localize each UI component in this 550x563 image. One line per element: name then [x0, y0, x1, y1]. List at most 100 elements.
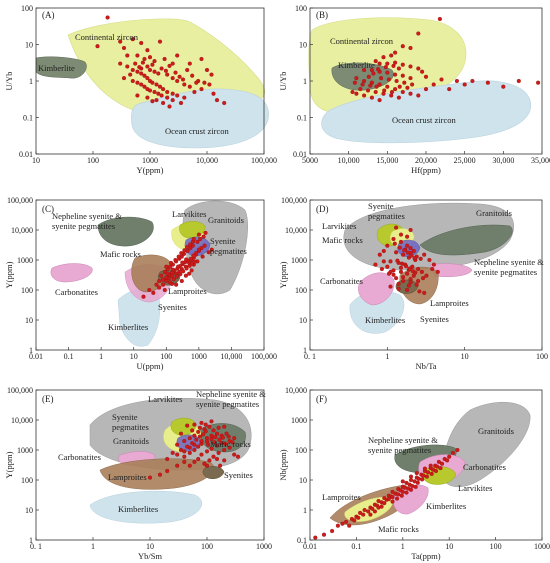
data-point	[188, 242, 193, 247]
y-tick-label: 100	[21, 4, 33, 13]
label-larvikites: Larvikites	[458, 483, 492, 493]
data-point	[402, 80, 407, 85]
data-point	[175, 463, 180, 468]
data-point	[170, 91, 175, 96]
data-point	[393, 60, 398, 65]
data-point	[157, 278, 162, 284]
data-point	[199, 56, 204, 62]
data-point	[410, 483, 415, 489]
data-point	[400, 44, 405, 49]
label-nepheline-syenite-line1: Nepheline syenite &	[368, 435, 438, 445]
data-point	[173, 257, 178, 263]
data-point	[361, 512, 366, 517]
data-point	[462, 82, 467, 87]
data-point	[411, 248, 416, 254]
data-point	[159, 273, 164, 278]
label-carbonatites: Carbonatites	[55, 287, 98, 297]
data-point	[162, 287, 167, 293]
data-point	[196, 429, 201, 434]
data-point	[222, 424, 227, 429]
data-point	[408, 474, 414, 479]
data-point	[404, 480, 409, 485]
data-point	[161, 282, 166, 287]
data-point	[147, 475, 153, 480]
y-tick-label: 10,000	[285, 386, 307, 395]
data-point	[392, 241, 397, 246]
data-point	[121, 45, 127, 51]
data-point	[177, 74, 182, 79]
data-point	[139, 40, 144, 46]
y-tick-label: 1	[29, 536, 33, 545]
label-kimberlite: Kimberlite	[338, 60, 375, 70]
data-point	[396, 492, 401, 497]
x-tick-label: 1	[385, 352, 389, 361]
data-point	[135, 69, 140, 74]
data-point	[190, 441, 195, 446]
data-point	[413, 484, 418, 489]
label-nepheline-syenite-line1: Nepheline syenite &	[196, 389, 266, 399]
panel-e: 0. 1 1 10 100 1000110100100010,000100,000Yb/…	[4, 386, 272, 561]
data-point	[398, 232, 404, 237]
data-point	[159, 66, 164, 71]
data-point	[352, 518, 357, 523]
label-kimberlites: Kimberlites	[118, 504, 158, 514]
y-tick-label: 1000	[17, 256, 33, 265]
data-point	[368, 512, 373, 517]
data-point	[396, 286, 401, 291]
x-tick-label: 10	[445, 542, 453, 551]
y-tick-label: 10,000	[11, 226, 33, 235]
data-point	[125, 53, 130, 58]
data-point	[407, 266, 412, 271]
data-point	[414, 282, 419, 287]
data-point	[430, 266, 435, 272]
y-tick-label: 1000	[291, 256, 307, 265]
label-mafic-rocks: Mafic rocks	[100, 249, 141, 259]
data-point	[418, 256, 423, 261]
x-tick-label: 10	[32, 156, 40, 165]
data-point	[187, 463, 192, 468]
data-point	[161, 100, 166, 106]
y-tick-label: 0.1	[23, 114, 33, 123]
x-tick-label: 10,000	[338, 156, 360, 165]
y-tick-label: 0.1	[297, 114, 307, 123]
data-point	[142, 56, 147, 62]
data-point	[408, 487, 414, 492]
data-point	[340, 521, 345, 526]
data-point	[179, 278, 184, 284]
data-point	[216, 450, 221, 455]
data-point	[192, 259, 197, 264]
data-point	[416, 66, 421, 71]
label-syenites: Syenites	[224, 470, 253, 480]
panel-d-frame	[309, 199, 543, 351]
data-point	[150, 80, 155, 85]
data-point	[222, 100, 227, 106]
carbonatites-field	[50, 263, 93, 283]
data-point	[350, 89, 355, 95]
panel-a-tag: (A)	[42, 10, 55, 20]
data-point	[204, 449, 210, 454]
label-mafic-rocks: Mafic rocks	[210, 439, 251, 449]
x-tick-label: 1	[99, 352, 103, 361]
data-point	[381, 259, 386, 264]
data-point	[182, 82, 187, 87]
x-tick-label: 1	[401, 542, 405, 551]
data-point	[185, 67, 190, 73]
label-carbonatites: Carbonatites	[58, 452, 101, 462]
data-point	[170, 76, 175, 81]
x-tick-label: 0. 1	[30, 542, 42, 551]
data-point	[485, 80, 490, 85]
data-point	[455, 447, 460, 453]
data-point	[154, 82, 159, 87]
data-point	[209, 419, 214, 424]
data-point	[192, 433, 197, 438]
data-point	[147, 55, 153, 60]
syenites-field	[202, 466, 225, 479]
label-mafic-rocks: Mafic rocks	[322, 235, 363, 245]
data-point	[176, 254, 181, 259]
y-tick-label: 1	[29, 77, 33, 86]
data-point	[381, 55, 386, 60]
data-point	[145, 76, 150, 81]
data-point	[164, 264, 169, 269]
data-point	[435, 269, 440, 274]
label-nepheline-syenite-line1: Nepheline syenite &	[474, 257, 544, 267]
